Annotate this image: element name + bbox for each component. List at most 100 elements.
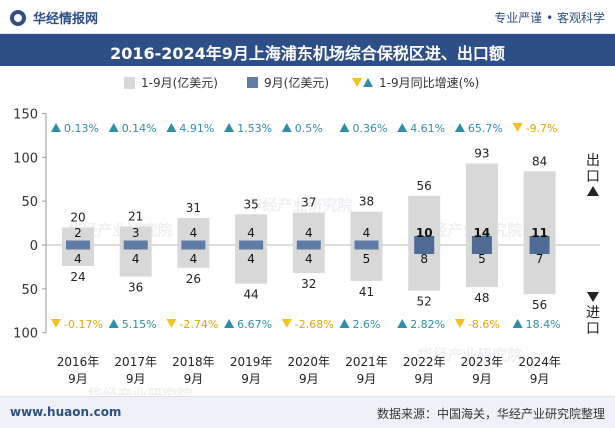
legend-growth: 1-9月同比增速(%)	[352, 74, 479, 91]
export-bar	[523, 171, 556, 245]
growth-down-triangle-icon	[166, 319, 177, 328]
import-side-label: 口	[586, 321, 600, 337]
brand-name: 华经情报网	[33, 12, 99, 27]
export-total-label: 93	[474, 146, 489, 160]
monthly-marker	[354, 240, 379, 250]
export-monthly-label: 4	[247, 226, 255, 240]
import-growth-label: -8.6%	[468, 318, 500, 331]
x-tick-label: 9月	[184, 372, 204, 386]
growth-down-triangle-icon	[51, 319, 61, 328]
export-total-label: 56	[417, 179, 432, 193]
growth-up-triangle-icon	[339, 319, 350, 328]
x-tick-label: 9月	[357, 372, 377, 386]
import-monthly-label: 4	[190, 252, 198, 266]
growth-up-triangle-icon	[108, 123, 119, 132]
brand-logo-icon	[10, 9, 26, 26]
export-monthly-label: 4	[305, 226, 313, 240]
export-total-label: 20	[70, 210, 85, 224]
import-bar	[177, 245, 210, 268]
monthly-marker	[414, 236, 435, 254]
footer-url[interactable]: www.huaon.com	[10, 405, 122, 419]
import-bar	[62, 245, 94, 267]
growth-up-triangle-icon	[397, 319, 408, 328]
export-monthly-label: 4	[190, 226, 198, 240]
growth-up-triangle-icon	[281, 123, 292, 132]
legend-growth-label: 1-9月同比增速(%)	[379, 76, 480, 90]
import-total-label: 41	[359, 285, 374, 299]
growth-up-triangle-icon	[454, 123, 465, 132]
y-tick-label: 0	[30, 239, 38, 254]
import-monthly-label: 4	[305, 252, 313, 266]
export-total-label: 35	[243, 197, 258, 211]
export-total-label: 31	[186, 201, 201, 215]
export-monthly-label: 11	[531, 226, 548, 240]
export-bar	[119, 226, 152, 245]
x-tick-label: 9月	[68, 372, 88, 386]
export-bar	[292, 212, 325, 245]
watermark: 华经产业研究院	[247, 196, 352, 214]
monthly-marker	[66, 240, 90, 250]
monthly-marker	[471, 236, 492, 254]
y-tick-label: 100	[13, 327, 38, 342]
export-monthly-label: 14	[474, 226, 491, 240]
export-growth-label: 0.14%	[122, 122, 157, 135]
export-growth-label: 0.36%	[353, 122, 388, 135]
export-bar	[350, 211, 383, 245]
export-monthly-label: 2	[74, 226, 82, 240]
export-total-label: 37	[301, 196, 316, 210]
growth-up-triangle-icon	[512, 319, 523, 328]
export-bar	[235, 214, 268, 245]
x-tick-label: 2024年	[518, 355, 561, 369]
export-bar	[465, 163, 498, 245]
import-growth-label: -0.17%	[64, 318, 103, 331]
export-bar	[177, 217, 210, 245]
import-total-label: 36	[128, 281, 143, 295]
export-monthly-label: 10	[416, 226, 433, 240]
growth-down-triangle-icon	[281, 319, 292, 328]
import-total-label: 52	[417, 295, 432, 309]
legend-bar-swatch	[124, 76, 135, 89]
export-monthly-label: 3	[132, 226, 140, 240]
x-tick-label: 2019年	[230, 355, 273, 369]
import-monthly-label: 5	[478, 252, 486, 266]
x-tick-label: 9月	[299, 372, 319, 386]
brand[interactable]: 华经情报网	[10, 8, 98, 27]
import-total-label: 44	[243, 288, 258, 302]
monthly-marker	[123, 240, 148, 250]
x-tick-label: 9月	[472, 372, 492, 386]
footer-source: 数据来源：中国海关，华经产业研究院整理	[376, 407, 605, 421]
export-growth-label: 1.53%	[237, 122, 272, 135]
import-growth-label: 5.15%	[122, 318, 157, 331]
import-monthly-label: 4	[132, 252, 140, 266]
legend-total-label: 1-9月(亿美元)	[141, 76, 218, 90]
growth-up-triangle-icon	[166, 123, 177, 132]
growth-down-triangle-icon	[512, 123, 523, 132]
export-total-label: 38	[359, 195, 374, 209]
watermark: 华经产业研究院	[87, 386, 192, 395]
legend-up-triangle-icon	[363, 78, 373, 87]
watermark: 华经产业研究院	[417, 346, 522, 364]
y-tick-label: 50	[21, 283, 38, 298]
legend-monthly: 9月(亿美元)	[247, 74, 329, 91]
import-bar	[292, 245, 325, 274]
x-tick-label: 9月	[414, 372, 434, 386]
growth-up-triangle-icon	[339, 123, 350, 132]
import-down-arrow-icon	[587, 292, 599, 302]
import-monthly-label: 4	[74, 252, 82, 266]
y-tick-label: 150	[13, 107, 38, 122]
export-side-label: 口	[586, 169, 600, 185]
legend: 1-9月(亿美元) 9月(亿美元) 1-9月同比增速(%)	[0, 74, 615, 92]
import-total-label: 24	[70, 270, 85, 284]
chart-title: 2016-2024年9月上海浦东机场综合保税区进、出口额	[110, 44, 505, 63]
legend-marker-swatch	[247, 77, 258, 88]
export-growth-label: -9.7%	[526, 122, 558, 135]
growth-up-triangle-icon	[108, 319, 119, 328]
monthly-marker	[296, 240, 321, 250]
x-tick-label: 9月	[530, 372, 550, 386]
import-bar	[235, 245, 268, 284]
import-monthly-label: 5	[363, 252, 371, 266]
legend-total: 1-9月(亿美元)	[124, 74, 218, 91]
import-growth-label: 2.6%	[353, 318, 381, 331]
monthly-marker	[181, 240, 206, 250]
title-bar: 2016-2024年9月上海浦东机场综合保税区进、出口额	[0, 34, 615, 66]
